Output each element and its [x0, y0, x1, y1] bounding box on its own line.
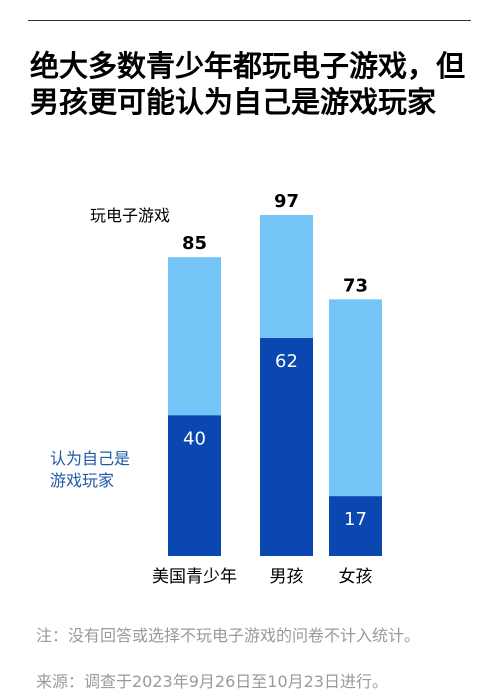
- note: 注：没有回答或选择不玩电子游戏的问卷不计入统计。: [36, 626, 421, 645]
- value-label: 62: [275, 351, 298, 372]
- gamer-bar: [260, 338, 313, 556]
- series-label: 认为自己是游戏玩家: [50, 449, 131, 490]
- x-tick-label: 男孩: [270, 567, 304, 587]
- series-label: 玩电子游戏: [90, 206, 171, 225]
- x-tick-label: 美国青少年: [152, 567, 237, 587]
- gamer-bar: [168, 415, 221, 556]
- value-label: 73: [343, 275, 368, 296]
- value-label: 17: [344, 509, 367, 530]
- top-rule: [28, 20, 471, 21]
- value-label: 85: [182, 233, 207, 254]
- chart-title: 绝大多数青少年都玩电子游戏，但男孩更可能认为自己是游戏玩家: [30, 49, 466, 119]
- value-label: 97: [274, 191, 299, 212]
- x-tick-label: 女孩: [339, 567, 373, 587]
- source: 来源：调查于2023年9月26日至10月23日进行。: [36, 672, 388, 691]
- value-label: 40: [183, 428, 206, 449]
- gamer-bar: [329, 496, 382, 556]
